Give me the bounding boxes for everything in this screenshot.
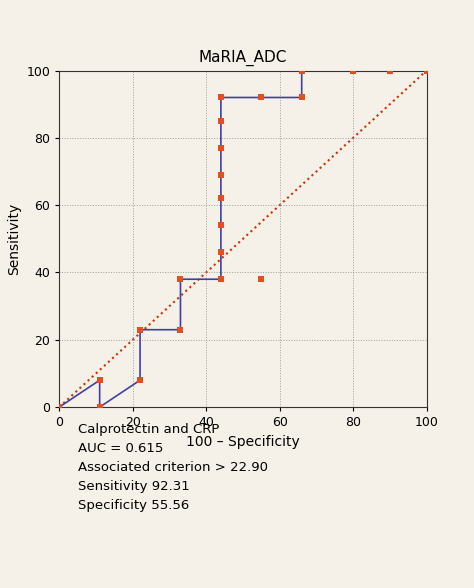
- X-axis label: 100 – Specificity: 100 – Specificity: [186, 435, 300, 449]
- Point: [217, 193, 225, 203]
- Point: [217, 93, 225, 102]
- Point: [257, 93, 265, 102]
- Point: [217, 116, 225, 126]
- Point: [137, 325, 144, 335]
- Point: [217, 170, 225, 179]
- Y-axis label: Sensitivity: Sensitivity: [7, 203, 21, 275]
- Point: [177, 325, 184, 335]
- Point: [217, 93, 225, 102]
- Point: [298, 66, 305, 75]
- Point: [257, 275, 265, 284]
- Point: [96, 402, 103, 412]
- Title: MaRIA_ADC: MaRIA_ADC: [199, 50, 287, 66]
- Point: [137, 376, 144, 385]
- Point: [55, 402, 63, 412]
- Point: [298, 93, 305, 102]
- Point: [217, 275, 225, 284]
- Point: [96, 376, 103, 385]
- Point: [349, 66, 357, 75]
- Text: Calprotectin and CRP
AUC = 0.615
Associated criterion > 22.90
Sensitivity 92.31
: Calprotectin and CRP AUC = 0.615 Associa…: [78, 423, 268, 512]
- Point: [386, 66, 393, 75]
- Point: [423, 66, 430, 75]
- Point: [177, 275, 184, 284]
- Point: [217, 220, 225, 230]
- Point: [217, 248, 225, 257]
- Point: [217, 143, 225, 153]
